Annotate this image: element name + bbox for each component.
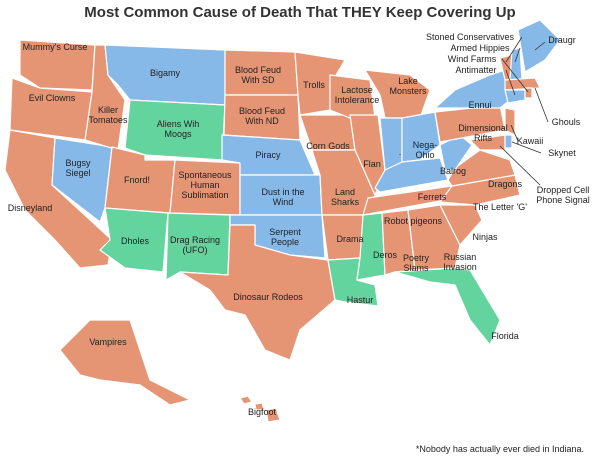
state bbox=[374, 157, 449, 193]
state bbox=[504, 77, 541, 91]
state-label: Drag Racing (UFO) bbox=[169, 235, 221, 255]
state bbox=[394, 267, 501, 346]
leader-line bbox=[499, 145, 541, 186]
state bbox=[407, 204, 461, 271]
state-label: . bbox=[398, 147, 402, 157]
state-label: Fnord! bbox=[123, 175, 150, 185]
state bbox=[265, 407, 281, 423]
leader-line bbox=[501, 58, 529, 93]
leader-lines bbox=[499, 36, 549, 186]
state-label: Lactose Intolerance bbox=[334, 85, 380, 105]
state bbox=[439, 174, 521, 206]
state-label: Deros bbox=[372, 250, 397, 260]
state-label: Aliens Wih Moogs bbox=[156, 119, 200, 139]
state bbox=[439, 204, 483, 246]
state bbox=[401, 111, 441, 163]
state-label: Disneyland bbox=[7, 203, 53, 213]
state-label: Bigamy bbox=[149, 68, 180, 78]
state-label: Draugr bbox=[548, 35, 576, 45]
state-label: Piracy bbox=[255, 150, 281, 160]
state-label: Dinosaur Rodeos bbox=[233, 292, 303, 302]
leader-line bbox=[505, 36, 523, 63]
leader-line bbox=[514, 47, 521, 63]
state-label: Mummy's Curse bbox=[22, 42, 88, 52]
title: Most Common Cause of Death That THEY Kee… bbox=[84, 4, 516, 21]
state-label: Russian Invasion bbox=[443, 252, 477, 272]
state-label: Dragons bbox=[487, 179, 523, 189]
state-label: Spontaneous Human Sublimation bbox=[178, 170, 232, 200]
leader-line bbox=[510, 124, 519, 142]
leader-line bbox=[511, 141, 542, 154]
state-label: Ghouls bbox=[551, 117, 581, 127]
state-label: Land Sharks bbox=[330, 187, 359, 207]
state-label: Poetry Slams bbox=[402, 253, 429, 273]
state-label: Wind Farms bbox=[447, 54, 497, 64]
state-label: Ennui bbox=[468, 100, 492, 110]
state-label: Balrog bbox=[439, 166, 466, 176]
state-label: Dropped Cell Phone Signal bbox=[536, 185, 590, 205]
state-label: Blood Feud With SD bbox=[234, 65, 282, 85]
state-label: Bugsy Siegel bbox=[65, 158, 91, 178]
state bbox=[469, 134, 506, 151]
state-label: Antimatter bbox=[455, 65, 497, 75]
state-label: Stoned Conservatives bbox=[425, 32, 515, 42]
state-label: Nega-Ohio bbox=[412, 140, 438, 160]
state-label: The Letter 'G' bbox=[473, 202, 527, 212]
state bbox=[59, 319, 191, 406]
state-label: Robot pigeons bbox=[383, 216, 443, 226]
state-label: Skynet bbox=[548, 148, 576, 158]
state-label: Ferrets bbox=[417, 192, 447, 202]
state-label: Evil Clowns bbox=[28, 93, 76, 103]
state bbox=[356, 212, 386, 281]
state bbox=[124, 99, 226, 161]
state bbox=[254, 402, 265, 411]
state bbox=[517, 19, 561, 73]
state-label: Drama bbox=[336, 234, 364, 244]
state bbox=[504, 89, 526, 104]
state-label: Corn Gods bbox=[306, 141, 350, 151]
state bbox=[239, 395, 253, 405]
state-label: Vampires bbox=[89, 337, 127, 347]
leader-line bbox=[534, 87, 549, 123]
state-label: Armed Hippies bbox=[450, 43, 510, 53]
state-label: Killer Tomatoes bbox=[88, 105, 128, 125]
state bbox=[504, 134, 513, 149]
state-label: Hastur bbox=[346, 295, 374, 305]
state-label: Ninjas bbox=[472, 232, 498, 242]
state-label: Trolls bbox=[303, 80, 325, 90]
state-label: Dimensional Rifts bbox=[458, 123, 508, 143]
footnote: *Nobody has actually ever died in Indian… bbox=[415, 444, 584, 454]
state bbox=[19, 39, 96, 91]
leader-line bbox=[534, 41, 546, 51]
leader-line bbox=[505, 69, 516, 96]
state-label: Dust in the Wind bbox=[261, 187, 305, 207]
state-label: Flan bbox=[363, 159, 381, 169]
state-label: Lake Monsters bbox=[389, 76, 427, 96]
states bbox=[4, 19, 561, 423]
state-label: Florida bbox=[491, 331, 519, 341]
state bbox=[179, 224, 336, 361]
state-label: Bigfoot bbox=[247, 407, 277, 417]
state-label: Dholes bbox=[120, 236, 149, 246]
state-label: Serpent People bbox=[269, 227, 301, 247]
state-label: Blood Feud With ND bbox=[238, 106, 286, 126]
state-label: Kawaii bbox=[516, 136, 544, 146]
